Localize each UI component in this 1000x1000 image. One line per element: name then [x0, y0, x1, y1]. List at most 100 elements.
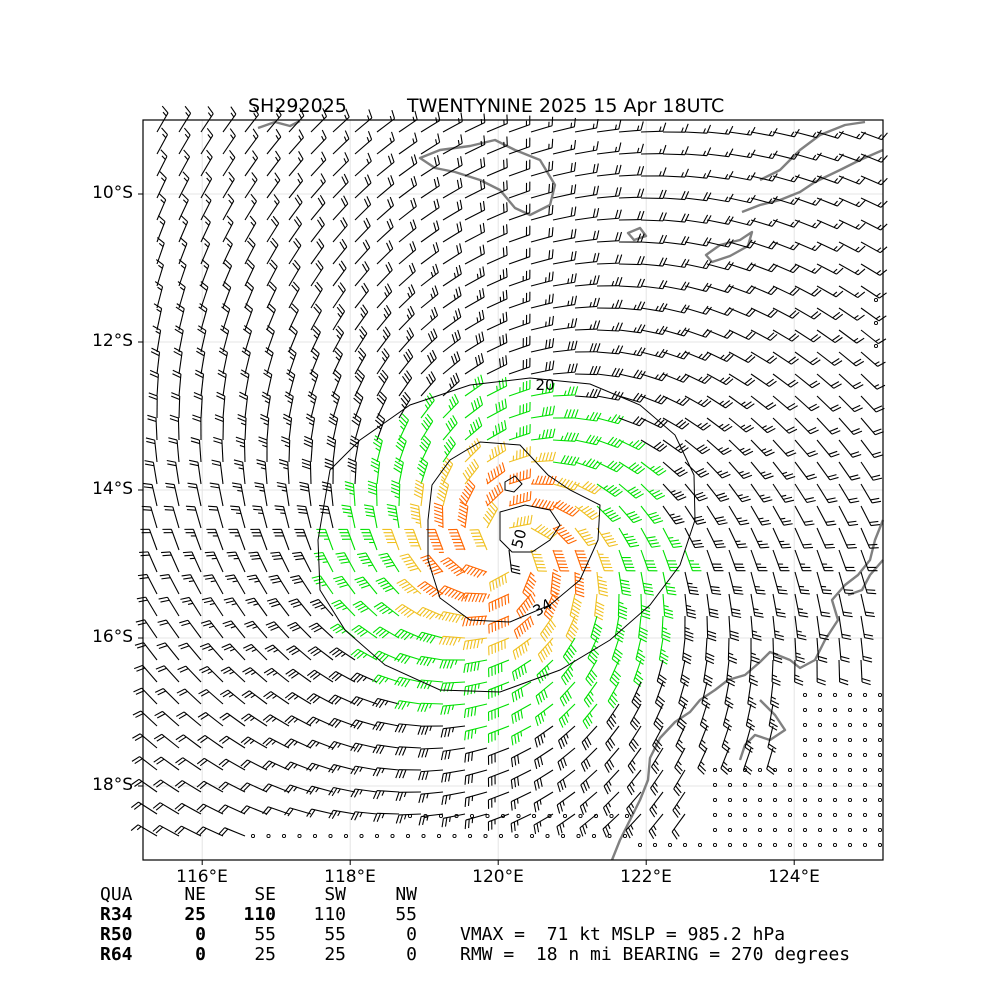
barb-feather	[681, 674, 690, 680]
barb-feather	[182, 599, 192, 603]
wind-barb	[200, 127, 214, 155]
barb-feather	[575, 586, 585, 591]
barb-feather	[636, 210, 641, 220]
barb-feather	[493, 487, 499, 496]
barb-feather	[680, 190, 686, 200]
barb-feather	[295, 216, 302, 225]
barb-feather	[470, 402, 475, 412]
wind-barb	[772, 571, 788, 595]
barb-feather	[566, 480, 574, 489]
wind-barb	[303, 435, 314, 463]
wind-barb	[860, 527, 879, 549]
barb-feather	[723, 330, 731, 338]
wind-barb	[508, 401, 531, 419]
barb-feather	[299, 107, 305, 117]
barb-shaft	[530, 549, 539, 572]
wind-barb	[184, 528, 202, 551]
wind-barb	[728, 126, 756, 136]
wind-barb	[462, 458, 480, 485]
barb-shaft	[332, 332, 345, 353]
barb-shaft	[860, 659, 863, 683]
barb-shaft	[596, 549, 605, 571]
barb-feather	[466, 640, 470, 650]
barb-feather	[738, 519, 748, 523]
barb-shaft	[266, 158, 281, 177]
barb-feather	[788, 356, 796, 363]
wind-barb	[596, 483, 623, 497]
barb-feather	[636, 255, 642, 265]
barb-half-feather	[633, 304, 637, 310]
wind-barb	[838, 373, 864, 390]
barb-feather	[235, 440, 245, 445]
barb-feather	[372, 744, 378, 754]
barb-shaft	[596, 240, 619, 243]
barb-half-feather	[311, 378, 317, 383]
barb-feather	[696, 494, 706, 499]
barb-feather	[473, 569, 480, 577]
barb-feather	[654, 492, 663, 498]
barb-shaft	[772, 395, 791, 411]
wind-barb	[640, 122, 667, 133]
barb-feather	[570, 409, 576, 419]
barb-feather	[684, 146, 689, 155]
barb-feather	[510, 564, 520, 568]
barb-feather	[452, 614, 458, 623]
barb-feather	[337, 555, 347, 558]
barb-feather	[263, 667, 273, 674]
barb-half-feather	[382, 335, 387, 341]
barb-feather	[201, 259, 210, 266]
barb-shaft	[398, 356, 414, 375]
land-dot	[436, 833, 442, 839]
wind-barb	[442, 243, 463, 265]
barb-feather	[748, 309, 756, 317]
barb-half-feather	[293, 764, 298, 769]
barb-shaft	[662, 329, 685, 337]
barb-half-feather	[833, 223, 838, 228]
barb-feather	[134, 735, 144, 741]
barb-feather	[618, 604, 628, 610]
barb-feather	[470, 729, 473, 739]
barb-shaft	[838, 395, 855, 413]
barb-feather	[218, 350, 228, 357]
barb-feather	[541, 670, 547, 679]
barb-feather	[243, 643, 252, 649]
barb-feather	[662, 167, 667, 177]
wind-barb	[258, 436, 268, 463]
land-dot	[817, 782, 823, 788]
barb-feather	[211, 463, 221, 467]
land-dot	[531, 813, 537, 819]
barb-shaft	[332, 440, 337, 463]
barb-shaft	[728, 461, 744, 479]
barb-feather	[585, 434, 592, 443]
barb-feather	[262, 391, 271, 397]
barb-feather	[562, 778, 567, 788]
barb-feather	[545, 361, 548, 372]
barb-shaft	[332, 160, 349, 177]
wind-barb	[488, 615, 510, 634]
barb-feather	[573, 184, 577, 194]
barb-feather	[697, 767, 705, 775]
land-dot	[847, 722, 853, 728]
barb-feather	[432, 244, 437, 254]
barb-half-feather	[463, 594, 468, 600]
wind-barb	[590, 615, 603, 643]
barb-feather	[313, 325, 321, 333]
wind-barb	[537, 637, 554, 663]
barb-shaft	[662, 505, 677, 525]
barb-shaft	[794, 417, 811, 435]
barb-shaft	[420, 357, 437, 375]
barb-shaft	[442, 422, 458, 441]
barb-shaft	[354, 290, 369, 309]
barb-feather	[161, 127, 168, 136]
barb-half-feather	[812, 132, 817, 138]
barb-half-feather	[724, 718, 730, 722]
barb-shaft	[618, 329, 641, 334]
barb-feather	[442, 559, 452, 565]
barb-feather	[233, 459, 243, 463]
barb-feather	[571, 622, 579, 630]
barb-half-feather	[560, 435, 564, 441]
wind-barb	[618, 166, 645, 177]
wind-barb	[463, 659, 488, 673]
barb-feather	[382, 585, 392, 590]
wind-barb	[332, 238, 348, 265]
